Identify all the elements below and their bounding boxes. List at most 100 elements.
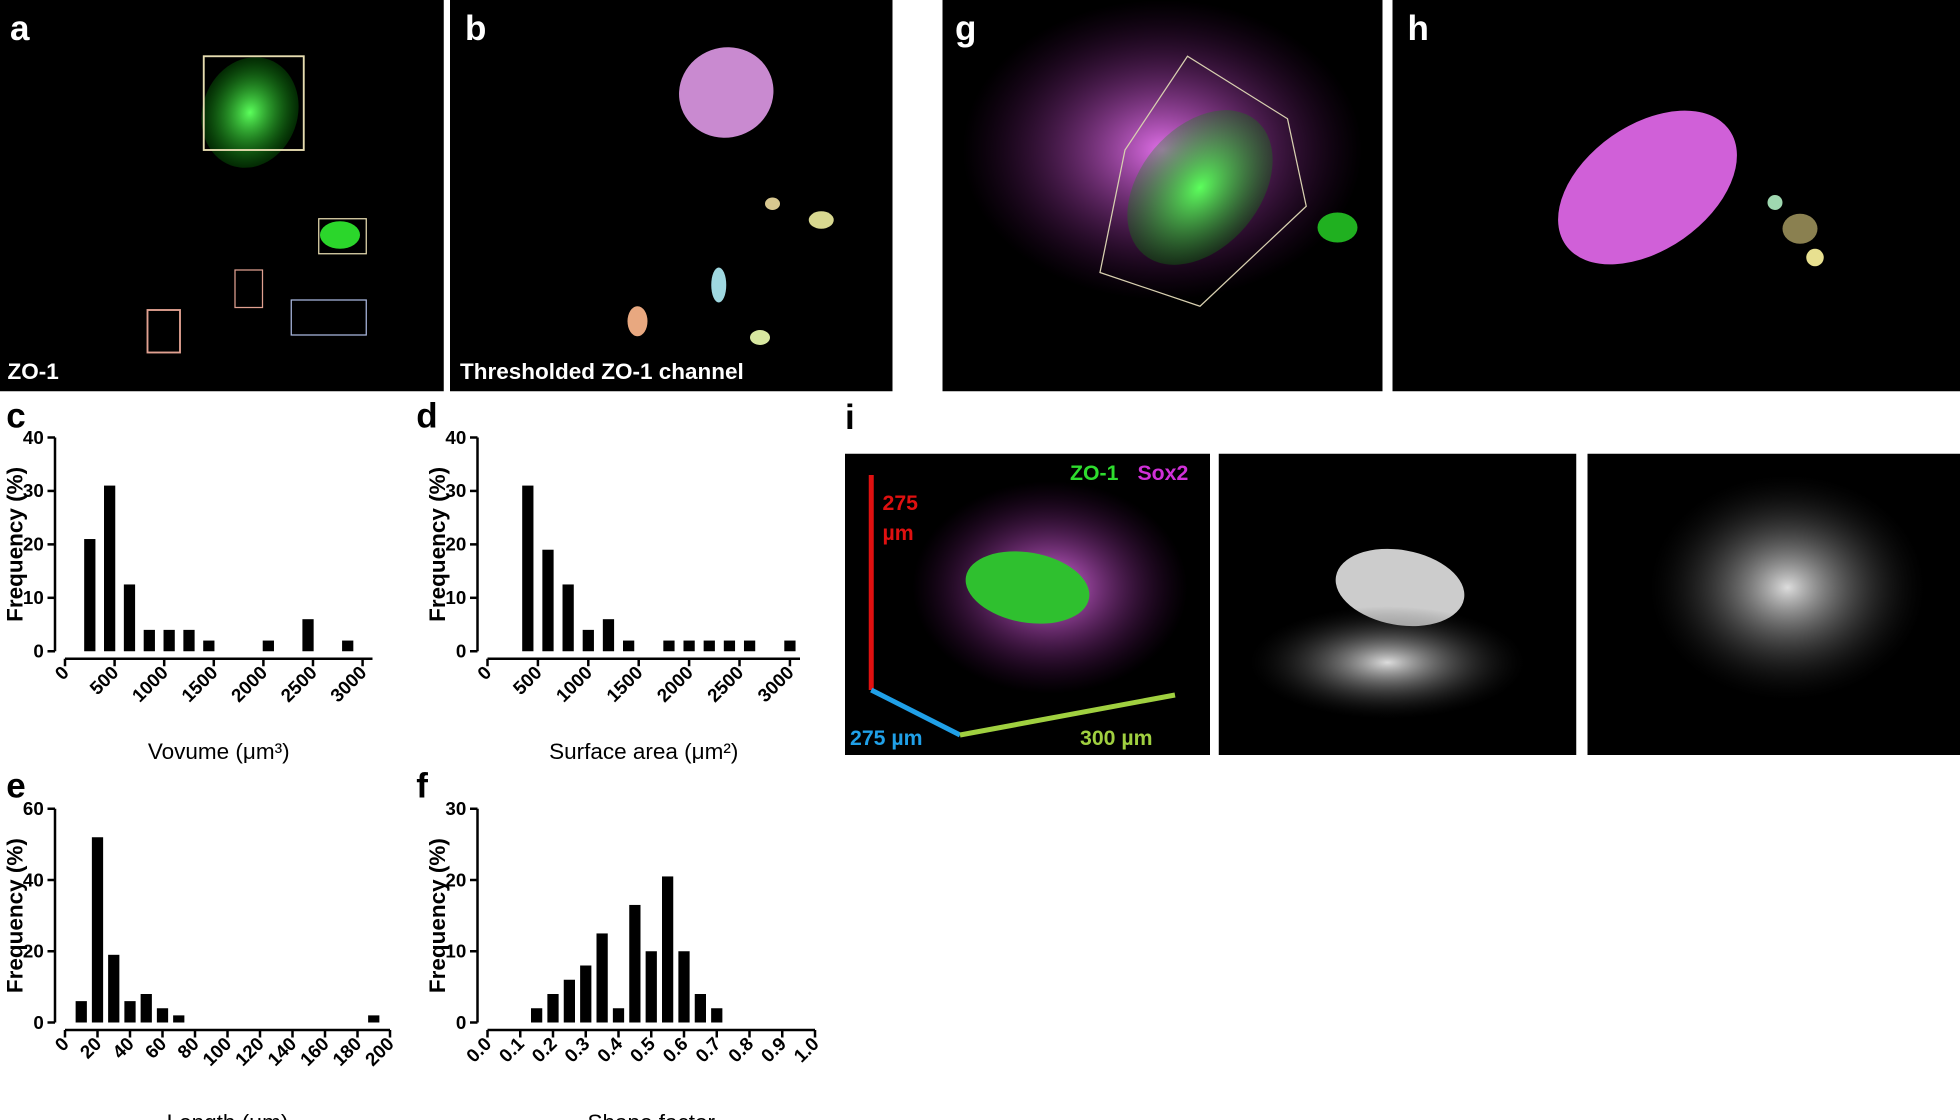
x-axis-label: Surface area (μm²) (549, 739, 738, 764)
bar (163, 629, 175, 652)
panel-label: d (416, 397, 437, 436)
y-tick-label: 40 (23, 869, 44, 890)
y-tick-label: 20 (445, 534, 466, 555)
y-tick-label: 0 (33, 1012, 43, 1033)
bar (124, 1001, 136, 1023)
panel-b: b Thresholded ZO-1 channel (450, 0, 893, 392)
bar (302, 619, 314, 652)
bar (562, 584, 574, 652)
x-axis-label: Vovume (μm³) (148, 739, 290, 764)
y-tick-label: 0 (456, 641, 466, 662)
x-tick-label: 3000 (753, 662, 797, 706)
bar (108, 954, 120, 1023)
bar (629, 904, 641, 1023)
panel-label: h (1408, 9, 1429, 48)
bar (143, 629, 155, 652)
x-tick-label: 180 (328, 1033, 365, 1070)
x-tick-label: 2000 (653, 662, 697, 706)
bar (582, 629, 594, 652)
bar (645, 951, 657, 1023)
panel-label: i (845, 398, 855, 437)
x-tick-label: 500 (85, 662, 122, 699)
bar (123, 584, 136, 652)
y-tick-label: 10 (23, 587, 44, 608)
x-tick-label: 1000 (128, 662, 172, 706)
scale-label: µm (883, 521, 914, 545)
bar (612, 1008, 625, 1023)
scale-label: 300 µm (1080, 726, 1153, 750)
bar (743, 640, 756, 652)
bar (75, 1001, 87, 1023)
caption: ZO-1 (8, 359, 59, 384)
bar (662, 876, 674, 1023)
x-tick-label: 0.4 (593, 1033, 627, 1067)
x-tick-label: 0.9 (757, 1033, 790, 1066)
bar (678, 951, 690, 1023)
panel-label: f (416, 767, 428, 806)
y-axis-label: Frequency (%) (425, 467, 450, 622)
y-axis-label: Frequency (%) (425, 838, 450, 993)
panel-label: c (6, 397, 25, 436)
bar (104, 485, 116, 652)
x-tick-label: 500 (509, 662, 546, 699)
bar (683, 640, 695, 652)
bar (183, 629, 195, 652)
x-tick-label: 80 (173, 1033, 203, 1063)
x-tick-label: 0.1 (495, 1033, 528, 1066)
panel-label: e (6, 767, 25, 806)
y-tick-label: 0 (33, 641, 43, 662)
y-tick-label: 20 (23, 941, 44, 962)
bar (368, 1015, 380, 1023)
x-axis-label: Length (μm) (167, 1110, 289, 1120)
y-tick-label: 10 (445, 587, 466, 608)
y-tick-label: 30 (23, 480, 44, 501)
bar (663, 640, 675, 652)
panel-h: h (1392, 0, 1960, 392)
x-tick-label: 0 (473, 662, 495, 684)
bar (342, 640, 354, 652)
bar (784, 640, 796, 652)
bar (596, 933, 608, 1023)
x-tick-label: 0.8 (724, 1033, 757, 1066)
bar (173, 1015, 185, 1023)
bar (156, 1008, 169, 1023)
x-tick-label: 0.2 (528, 1033, 561, 1066)
y-tick-label: 30 (445, 798, 466, 819)
y-tick-label: 60 (23, 798, 44, 819)
panel-label: g (955, 9, 976, 48)
x-tick-label: 20 (76, 1033, 106, 1063)
bar (91, 837, 104, 1023)
bar (262, 640, 274, 652)
x-tick-label: 0.7 (691, 1033, 724, 1066)
x-tick-label: 0.3 (560, 1033, 593, 1066)
y-tick-label: 40 (23, 427, 44, 448)
bar (140, 994, 152, 1023)
x-tick-label: 140 (263, 1033, 300, 1070)
bar (694, 994, 706, 1023)
bar (723, 640, 736, 652)
panel-a: a ZO-1 (0, 0, 444, 392)
y-tick-label: 40 (445, 427, 466, 448)
bar (84, 539, 96, 652)
x-tick-label: 2500 (703, 662, 747, 706)
y-tick-label: 0 (456, 1012, 466, 1033)
bar (623, 640, 635, 652)
bar (580, 965, 592, 1023)
panel-label: a (10, 9, 30, 48)
x-tick-label: 0.5 (626, 1033, 659, 1066)
bar (531, 1008, 543, 1023)
x-tick-label: 2500 (276, 662, 320, 706)
y-axis-label: Frequency (%) (3, 838, 28, 993)
bar (547, 994, 559, 1023)
bar (522, 485, 534, 652)
x-tick-label: 60 (141, 1033, 171, 1063)
x-tick-label: 0 (51, 662, 73, 684)
bar (563, 979, 575, 1023)
x-tick-label: 1.0 (790, 1033, 823, 1066)
panel-i: i ZO-1 Sox2 275 µm 275 µm 300 µm (845, 398, 1960, 755)
caption: Thresholded ZO-1 channel (460, 359, 744, 384)
channel-label: Sox2 (1138, 461, 1189, 485)
x-tick-label: 160 (296, 1033, 333, 1070)
y-tick-label: 10 (445, 941, 466, 962)
